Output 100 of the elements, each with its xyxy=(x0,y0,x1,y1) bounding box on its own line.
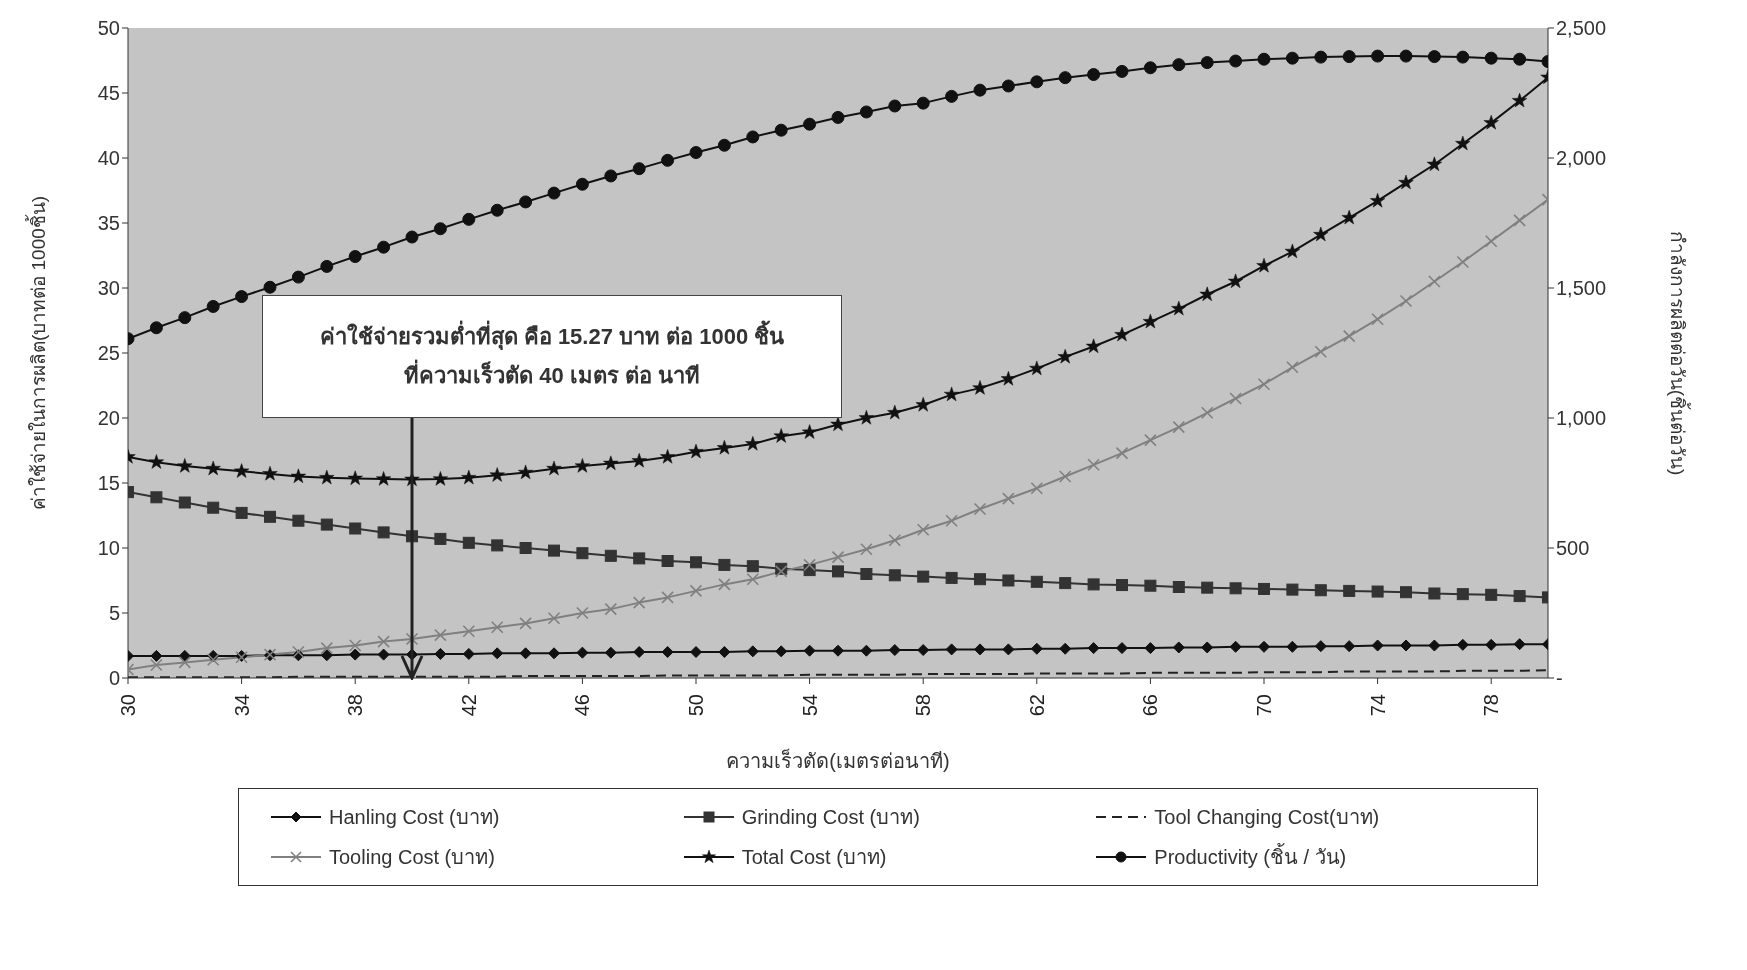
point xyxy=(1371,312,1384,326)
point xyxy=(718,646,731,658)
point xyxy=(1371,585,1384,598)
y-tick-label: 45 xyxy=(97,82,120,105)
x-tick-label: 70 xyxy=(1253,694,1275,717)
point xyxy=(1087,578,1100,591)
point xyxy=(461,469,477,485)
point xyxy=(320,641,334,655)
point xyxy=(377,648,390,661)
point xyxy=(432,471,448,486)
point xyxy=(1057,348,1073,364)
point xyxy=(1400,586,1412,599)
point xyxy=(349,648,362,661)
point xyxy=(263,280,277,294)
point xyxy=(1144,433,1157,447)
point xyxy=(1144,642,1157,655)
point xyxy=(1059,577,1072,590)
point xyxy=(802,424,818,439)
point xyxy=(1200,406,1214,420)
point xyxy=(803,117,817,131)
point xyxy=(1343,584,1356,597)
point xyxy=(803,644,816,657)
point xyxy=(150,658,163,672)
point xyxy=(718,578,731,591)
y2-tick-label: 1,000 xyxy=(1556,407,1607,430)
point xyxy=(1030,75,1044,89)
point xyxy=(944,386,960,402)
point xyxy=(547,611,561,625)
x-tick-label: 54 xyxy=(798,694,821,717)
point xyxy=(1086,338,1102,353)
point xyxy=(1143,61,1157,75)
point xyxy=(661,555,674,567)
point xyxy=(603,455,619,470)
point xyxy=(604,602,618,616)
point xyxy=(1087,458,1100,472)
point xyxy=(1314,345,1328,358)
point xyxy=(1030,575,1043,588)
y-tick-label: 40 xyxy=(97,147,120,170)
point xyxy=(746,645,759,658)
annotation: ค่าใช้จ่ายรวมต่ำที่สุด คือ 15.27 บาท ต่อ 1000 ชิ้น ที่ความเร็วตัด 40 เมตร ต่อ นาที xyxy=(319,319,785,391)
point xyxy=(832,565,844,578)
x-tick-label: 50 xyxy=(685,694,707,717)
point xyxy=(1144,579,1157,592)
point xyxy=(519,542,532,554)
point xyxy=(716,439,732,455)
point xyxy=(1428,275,1441,288)
point xyxy=(490,621,504,634)
legend-label: Total Cost (บาท) xyxy=(741,845,887,870)
point xyxy=(945,89,959,103)
point xyxy=(1485,638,1498,651)
point xyxy=(1258,582,1270,595)
point xyxy=(1116,642,1128,655)
x-tick-label: 34 xyxy=(230,694,253,717)
point xyxy=(1513,52,1527,66)
point xyxy=(320,649,333,662)
point xyxy=(489,467,505,482)
point xyxy=(860,543,873,556)
point xyxy=(377,526,390,539)
point xyxy=(519,195,533,209)
point xyxy=(974,573,986,586)
point xyxy=(320,259,334,273)
point xyxy=(1426,156,1442,171)
point xyxy=(688,443,704,459)
point xyxy=(575,177,589,191)
point xyxy=(1058,71,1072,85)
point xyxy=(205,460,221,476)
point xyxy=(1001,79,1015,93)
y2-tick-label: 2,000 xyxy=(1556,147,1607,170)
point xyxy=(916,96,930,110)
point xyxy=(548,647,560,660)
point xyxy=(1455,135,1471,151)
point xyxy=(206,299,220,313)
point xyxy=(1058,470,1072,483)
callout-box: ค่าใช้จ่ายรวมต่ำที่สุด คือ 15.27 บาท ต่อ 1000 ชิ้น ที่ความเร็วตัด 40 เมตร ต่อ นาที xyxy=(262,294,842,418)
point xyxy=(690,556,702,569)
point xyxy=(945,514,958,527)
point xyxy=(1284,243,1300,259)
point xyxy=(1002,643,1015,656)
y-tick-label: 10 xyxy=(97,537,120,560)
point xyxy=(1002,492,1015,505)
point xyxy=(576,547,589,560)
point xyxy=(773,428,789,443)
point xyxy=(972,380,988,395)
point xyxy=(1172,641,1185,654)
point xyxy=(434,628,447,642)
point xyxy=(1513,638,1526,651)
point xyxy=(1229,582,1242,595)
point xyxy=(775,645,788,658)
y2-tick-label: - xyxy=(1556,667,1563,690)
point xyxy=(1398,174,1414,190)
y2-axis-title: กำลังการผลิตต่อวัน(ชิ้นต่อวัน) xyxy=(1667,230,1692,476)
point xyxy=(1200,56,1214,70)
point xyxy=(631,452,647,468)
point xyxy=(831,110,845,124)
y2-tick-label: 2,500 xyxy=(1556,17,1607,40)
point xyxy=(519,617,532,630)
point xyxy=(462,536,475,549)
point xyxy=(234,463,250,478)
point xyxy=(1342,329,1356,343)
point xyxy=(405,632,419,646)
